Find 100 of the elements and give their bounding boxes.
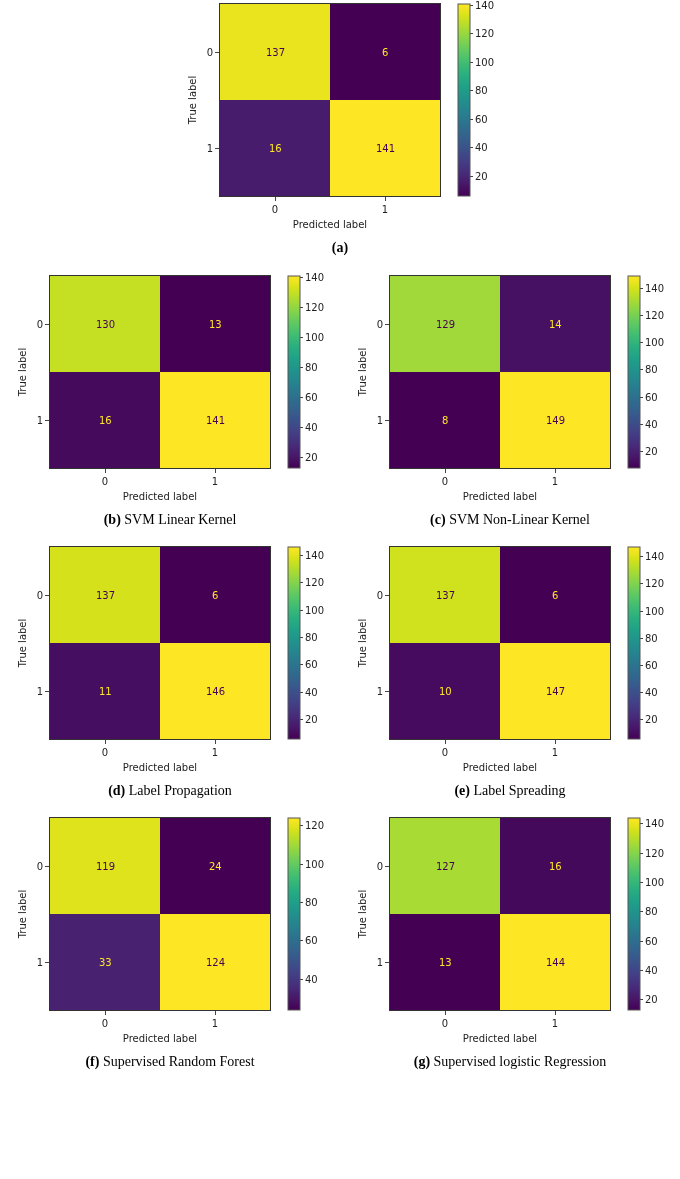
x-axis-title: Predicted label [122, 490, 198, 502]
data-label: 16 [269, 143, 282, 154]
color-bar-label: 60 [645, 391, 658, 403]
color-bar-label: 140 [305, 549, 325, 561]
y-tick-label: 0 [376, 860, 383, 872]
color-bar-label: 40 [645, 687, 658, 699]
data-label: 124 [206, 957, 226, 968]
color-bar-label: 140 [645, 818, 665, 830]
text: (f) Supervised Random Forest [85, 1054, 255, 1069]
color-bar-label: 140 [475, 0, 495, 11]
color-bar-label: 60 [645, 659, 658, 671]
data-label: 127 [436, 861, 456, 872]
color-bar-label: 80 [475, 85, 488, 97]
data-label: 141 [376, 143, 396, 154]
y-tick-label: 0 [376, 589, 383, 601]
data-label: 141 [206, 415, 226, 426]
color-bar-label: 100 [305, 332, 325, 343]
y-tick-label: 1 [36, 414, 43, 426]
data-label: 13 [209, 319, 222, 330]
y-tick-label: 0 [376, 318, 383, 330]
data-label: 146 [206, 686, 226, 697]
color-bar-label: 140 [645, 551, 665, 563]
y-tick-label: 0 [36, 589, 43, 601]
data-label: 130 [96, 319, 116, 330]
color-bar-label: 120 [645, 847, 665, 859]
data-label: 147 [546, 686, 566, 697]
data-label: 6 [212, 590, 219, 601]
y-axis-title: True label [356, 889, 368, 940]
data-label: 144 [546, 957, 566, 968]
color-bar-label: 120 [305, 577, 325, 589]
text: (d) Label Propagation [108, 783, 232, 798]
data-label: 33 [99, 957, 112, 968]
y-axis-title: True label [356, 347, 368, 398]
y-tick-label: 1 [376, 685, 383, 697]
color-bar-label: 40 [645, 418, 658, 430]
color-bar-label: 60 [305, 935, 318, 947]
x-tick-label: 0 [101, 1018, 109, 1029]
data-label: 137 [436, 590, 456, 601]
color-bar-label: 20 [305, 714, 318, 726]
data-label: 8 [442, 415, 449, 426]
data-label: 14 [549, 319, 562, 330]
y-axis-title: True label [16, 347, 28, 398]
x-tick-label: 0 [441, 1018, 449, 1029]
color-bar-label: 140 [305, 272, 325, 283]
color-bar-label: 20 [645, 714, 658, 726]
x-tick-label: 1 [551, 747, 559, 758]
color-bar-label: 60 [305, 392, 318, 403]
color-bar-label: 100 [305, 604, 325, 616]
color-bar-label: 40 [305, 973, 318, 985]
data-label: 16 [549, 861, 562, 872]
y-axis-title: True label [16, 618, 28, 669]
color-bar-label: 120 [305, 302, 325, 313]
color-bar-label: 80 [645, 632, 658, 644]
text: (g) Supervised logistic Regression [413, 1054, 607, 1069]
x-tick-label: 0 [441, 747, 449, 758]
x-axis-title: Predicted label [462, 1032, 538, 1044]
color-bar-label: 40 [475, 142, 488, 154]
data-label: 6 [382, 47, 389, 58]
x-axis-title: Predicted label [462, 761, 538, 773]
data-label: 6 [552, 590, 559, 601]
data-label: 13 [439, 957, 452, 968]
color-bar-label: 100 [645, 605, 665, 617]
x-tick-label: 0 [101, 476, 109, 487]
y-tick-label: 0 [36, 318, 43, 330]
color-bar-label: 120 [475, 28, 495, 40]
x-axis-title: Predicted label [292, 218, 368, 230]
data-label: 119 [96, 861, 116, 872]
y-axis-title: True label [356, 618, 368, 669]
x-axis-title: Predicted label [122, 1032, 198, 1044]
color-bar-label: 20 [645, 994, 658, 1006]
text: (a) [331, 240, 349, 255]
data-label: 16 [99, 415, 112, 426]
color-bar-label: 20 [645, 446, 658, 458]
color-bar-label: 120 [645, 309, 665, 321]
y-axis-title: True label [186, 75, 198, 126]
text: (c) SVM Non-Linear Kernel [430, 512, 590, 527]
x-tick-label: 0 [101, 747, 109, 758]
color-bar-label: 120 [305, 820, 325, 832]
color-bar-label: 40 [645, 964, 658, 976]
color-bar-label: 60 [645, 935, 658, 947]
x-tick-label: 1 [551, 1018, 559, 1029]
data-label: 149 [546, 415, 566, 426]
x-axis-title: Predicted label [462, 490, 538, 502]
color-bar-label: 80 [645, 906, 658, 918]
y-tick-label: 1 [36, 685, 43, 697]
text: (b) SVM Linear Kernel [103, 512, 237, 527]
color-bar-label: 60 [475, 113, 488, 125]
color-bar-label: 120 [645, 578, 665, 590]
y-tick-label: 1 [36, 956, 43, 968]
color-bar-label: 20 [475, 170, 488, 182]
color-bar-label: 80 [305, 896, 318, 908]
color-bar-label: 20 [305, 452, 318, 463]
x-tick-label: 1 [551, 476, 559, 487]
color-bar-label: 100 [305, 858, 325, 870]
data-label: 137 [96, 590, 116, 601]
color-bar-label: 100 [475, 56, 495, 68]
color-bar-label: 100 [645, 337, 665, 349]
x-axis-title: Predicted label [122, 761, 198, 773]
y-axis-title: True label [16, 889, 28, 940]
data-label: 11 [99, 686, 112, 697]
